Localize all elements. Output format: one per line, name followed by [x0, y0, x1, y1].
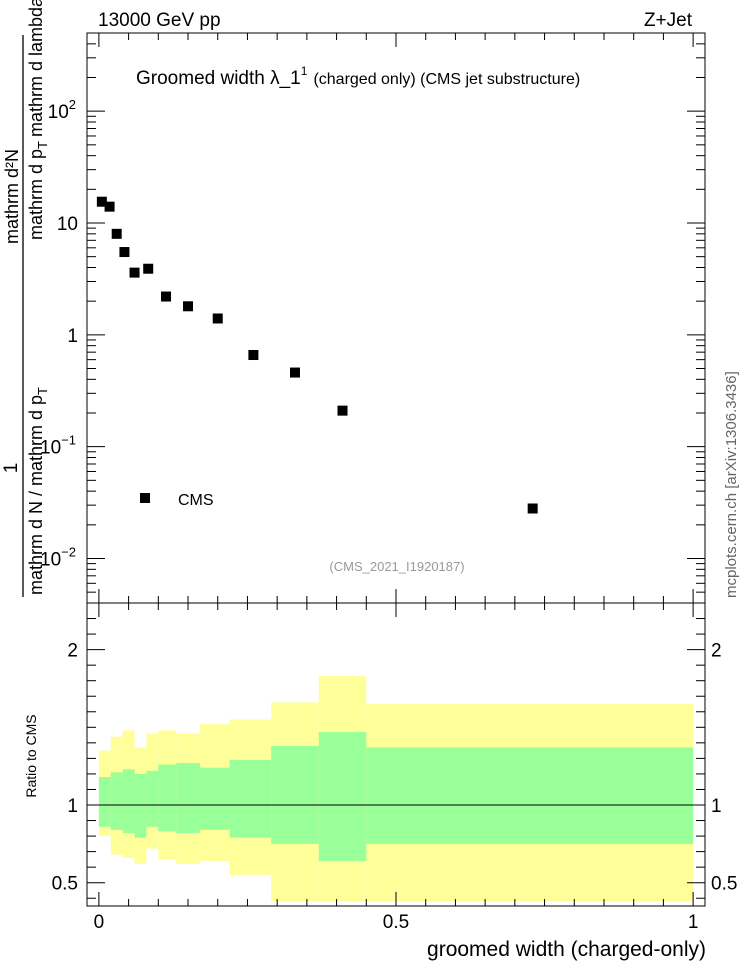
- data-point: [527, 503, 538, 514]
- y-tick-label: 10−1: [40, 433, 76, 459]
- main-ticks: [87, 32, 705, 604]
- analysis-label: (CMS_2021_I1920187): [329, 559, 464, 574]
- legend-marker: [140, 493, 150, 503]
- x-tick-label: 0.5: [383, 912, 409, 933]
- y-tick-label: 1: [67, 326, 78, 347]
- uncertainty-band-green: [98, 777, 111, 827]
- x-tick-label: 1: [688, 912, 699, 933]
- plot-title: Groomed width λ_11 (charged only) (CMS je…: [136, 64, 580, 89]
- uncertainty-band-green: [318, 731, 367, 861]
- main-frame: [86, 32, 706, 604]
- data-point: [111, 228, 122, 239]
- ratio-ticks: [87, 603, 705, 906]
- y-label-denominator: mathrm d N / mathrm d pT: [26, 387, 50, 595]
- data-point: [96, 196, 107, 207]
- uncertainty-band-green: [271, 745, 319, 844]
- ratio-y-tick-label: 0.5: [52, 874, 78, 895]
- y-tick-label: 102: [48, 97, 76, 123]
- data-point: [129, 267, 140, 278]
- main-y-axis-label: 1 mathrm d²N mathrm d pTmathrm d lambda …: [1, 0, 50, 597]
- ratio-panel: 0.5 0.51 12 2 0 0.5 1 Ratio to CMS groomed wi…: [23, 602, 738, 961]
- ratio-bands: [98, 676, 694, 902]
- y-tick-label: 10: [57, 214, 78, 235]
- y-label-middle: mathrm d pTmathrm d lambda: [26, 0, 50, 240]
- ratio-y-label: Ratio to CMS: [23, 714, 39, 797]
- uncertainty-band-green: [146, 770, 159, 827]
- legend-label: CMS: [178, 492, 214, 509]
- uncertainty-band-green: [176, 763, 200, 833]
- uncertainty-band-green: [134, 773, 147, 838]
- uncertainty-band-green: [122, 769, 135, 833]
- y-label-numerator: 1: [1, 463, 22, 474]
- uncertainty-band-green: [199, 767, 230, 830]
- ratio-y-tick-label-right: 1: [711, 796, 722, 817]
- mcplots-reference: mcplots.cern.ch [arXiv:1306.3436]: [723, 371, 740, 598]
- data-point: [143, 263, 154, 274]
- data-point: [337, 405, 348, 416]
- data-point: [161, 291, 172, 302]
- x-tick-label: 0: [94, 912, 105, 933]
- data-point: [212, 313, 223, 324]
- uncertainty-band-green: [110, 772, 123, 830]
- data-point: [119, 247, 130, 258]
- energy-label: 13000 GeV pp: [98, 10, 221, 31]
- ratio-y-tick-label-right: 0.5: [711, 874, 737, 895]
- data-point: [248, 350, 259, 361]
- y-tick-label: 10−2: [40, 544, 76, 570]
- main-panel: 102 10 1 10−1 10−2 Groomed width λ_11 (charge…: [1, 0, 706, 604]
- data-point: [104, 201, 115, 212]
- ratio-y-tick-label: 1: [67, 796, 78, 817]
- process-label: Z+Jet: [644, 10, 693, 31]
- x-axis-label: groomed width (charged-only): [427, 938, 706, 961]
- main-y-tick-labels: 102 10 1 10−1 10−2: [40, 97, 78, 570]
- x-tick-labels: 0 0.5 1: [94, 912, 699, 933]
- data-points: [96, 196, 538, 514]
- data-point: [183, 301, 194, 312]
- ratio-y-tick-labels: 0.5 0.5 1 1 2 2: [52, 641, 738, 895]
- ratio-y-tick-label: 2: [67, 641, 78, 662]
- data-point: [289, 367, 300, 378]
- uncertainty-band-green: [366, 747, 694, 844]
- ratio-y-tick-label-right: 2: [711, 641, 722, 662]
- uncertainty-band-green: [229, 759, 272, 838]
- y-label-top: mathrm d²N: [2, 149, 22, 244]
- uncertainty-band-green: [158, 764, 177, 832]
